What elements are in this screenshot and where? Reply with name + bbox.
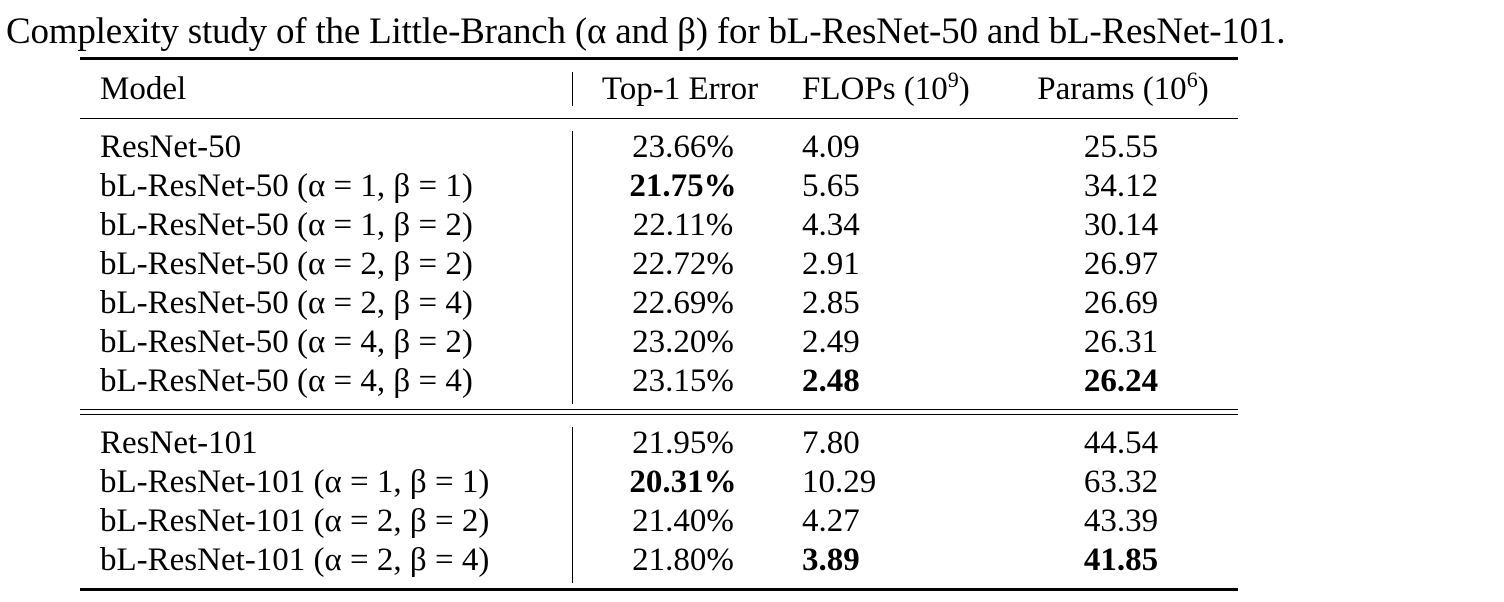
table-caption: Complexity study of the Little-Branch (α… xyxy=(6,11,1286,52)
header-rule xyxy=(80,118,1238,119)
header-params: Params (106) xyxy=(1037,67,1209,108)
cell-top1-error: 22.72% xyxy=(632,246,734,282)
column-separator xyxy=(572,131,573,404)
column-separator xyxy=(572,72,573,106)
cell-params: 26.97 xyxy=(1083,246,1159,282)
cell-flops: 4.27 xyxy=(802,503,860,539)
cell-flops: 3.89 xyxy=(802,542,860,578)
cell-flops: 5.65 xyxy=(802,168,860,204)
cell-model: bL-ResNet-50 (α = 2, β = 4) xyxy=(100,285,473,321)
header-flops: FLOPs (109) xyxy=(802,67,970,108)
results-table: Model Top-1 Error FLOPs (109) Params (10… xyxy=(80,57,1238,591)
cell-params: 25.55 xyxy=(1083,129,1159,165)
cell-model: ResNet-101 xyxy=(100,425,258,461)
cell-params: 41.85 xyxy=(1083,542,1159,578)
cell-params: 34.12 xyxy=(1083,168,1159,204)
top-rule xyxy=(80,57,1238,60)
cell-model: bL-ResNet-50 (α = 2, β = 2) xyxy=(100,246,473,282)
cell-params: 43.39 xyxy=(1083,503,1159,539)
column-separator xyxy=(572,427,573,583)
cell-params: 26.24 xyxy=(1083,363,1159,399)
cell-params: 44.54 xyxy=(1083,425,1159,461)
bottom-rule xyxy=(80,588,1238,591)
header-model: Model xyxy=(100,71,187,107)
group-divider-rule xyxy=(80,409,1238,415)
cell-model: ResNet-50 xyxy=(100,129,242,165)
table-row: bL-ResNet-101 (α = 2, β = 2) 21.40% 4.27 43… xyxy=(80,502,1238,541)
table-row: bL-ResNet-50 (α = 2, β = 4) 22.69% 2.85 26.… xyxy=(80,284,1238,323)
cell-model: bL-ResNet-50 (α = 1, β = 1) xyxy=(100,168,473,204)
cell-top1-error: 23.20% xyxy=(632,324,734,360)
resnet50-group: ResNet-50 23.66% 4.09 25.55 bL-ResNet-50 (α … xyxy=(80,119,1238,409)
table-row: bL-ResNet-50 (α = 1, β = 1) 21.75% 5.65 34.… xyxy=(80,167,1238,206)
table-row: bL-ResNet-101 (α = 1, β = 1) 20.31% 10.29 6… xyxy=(80,463,1238,502)
cell-model: bL-ResNet-101 (α = 2, β = 4) xyxy=(100,542,490,578)
cell-flops: 2.91 xyxy=(802,246,860,282)
cell-top1-error: 23.66% xyxy=(632,129,734,165)
cell-flops: 2.85 xyxy=(802,285,860,321)
cell-model: bL-ResNet-101 (α = 2, β = 2) xyxy=(100,503,490,539)
cell-flops: 2.48 xyxy=(802,363,860,399)
cell-flops: 4.34 xyxy=(802,207,860,243)
cell-flops: 10.29 xyxy=(802,464,877,500)
cell-top1-error: 22.11% xyxy=(632,207,734,243)
table-row: bL-ResNet-50 (α = 4, β = 2) 23.20% 2.49 26.… xyxy=(80,323,1238,362)
cell-flops: 2.49 xyxy=(802,324,860,360)
cell-params: 30.14 xyxy=(1083,207,1159,243)
cell-params: 63.32 xyxy=(1083,464,1159,500)
cell-top1-error: 21.40% xyxy=(632,503,734,539)
cell-top1-error: 21.95% xyxy=(632,425,734,461)
cell-top1-error: 23.15% xyxy=(632,363,734,399)
header-top1-error: Top-1 Error xyxy=(601,71,759,107)
cell-model: bL-ResNet-50 (α = 4, β = 4) xyxy=(100,363,473,399)
table-row: bL-ResNet-50 (α = 2, β = 2) 22.72% 2.91 26.… xyxy=(80,245,1238,284)
cell-top1-error: 21.80% xyxy=(632,542,734,578)
cell-flops: 4.09 xyxy=(802,129,860,165)
cell-model: bL-ResNet-101 (α = 1, β = 1) xyxy=(100,464,490,500)
cell-model: bL-ResNet-50 (α = 4, β = 2) xyxy=(100,324,473,360)
cell-top1-error: 22.69% xyxy=(632,285,734,321)
cell-model: bL-ResNet-50 (α = 1, β = 2) xyxy=(100,207,473,243)
header-row: Model Top-1 Error FLOPs (109) Params (10… xyxy=(80,60,1238,118)
cell-params: 26.31 xyxy=(1083,324,1159,360)
resnet101-group: ResNet-101 21.95% 7.80 44.54 bL-ResNet-101 (… xyxy=(80,415,1238,588)
table-row: ResNet-50 23.66% 4.09 25.55 xyxy=(80,128,1238,167)
table-row: bL-ResNet-50 (α = 1, β = 2) 22.11% 4.34 30.… xyxy=(80,206,1238,245)
table-row: bL-ResNet-101 (α = 2, β = 4) 21.80% 3.89 41… xyxy=(80,541,1238,580)
cell-params: 26.69 xyxy=(1083,285,1159,321)
table-row: bL-ResNet-50 (α = 4, β = 4) 23.15% 2.48 26.… xyxy=(80,362,1238,401)
cell-top1-error: 21.75% xyxy=(629,168,737,204)
cell-flops: 7.80 xyxy=(802,425,860,461)
table-row: ResNet-101 21.95% 7.80 44.54 xyxy=(80,424,1238,463)
cell-top1-error: 20.31% xyxy=(629,464,737,500)
